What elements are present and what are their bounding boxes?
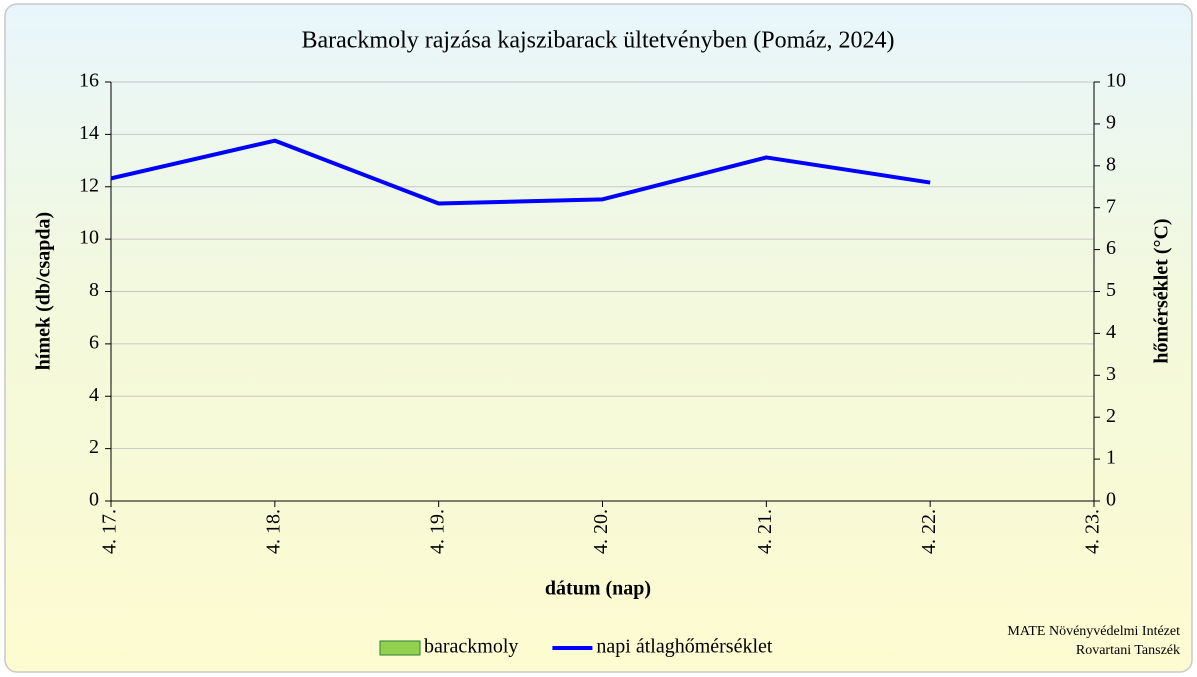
y-tick-label: 4 <box>89 384 99 406</box>
x-tick-label: 4. 23. <box>1082 509 1104 554</box>
y-tick-label: 10 <box>79 227 99 249</box>
legend-label: napi átlaghőmérséklet <box>596 636 772 658</box>
x-tick-label: 4. 21. <box>754 509 776 554</box>
y-tick-label: 6 <box>89 331 99 353</box>
y-tick-label: 8 <box>89 279 99 301</box>
y2-axis-title: hőmérséklet (°C) <box>1151 218 1173 363</box>
x-tick-label: 4. 18. <box>262 509 284 554</box>
y-tick-label: 16 <box>79 70 99 92</box>
y2-tick-label: 1 <box>1106 447 1116 469</box>
legend-swatch <box>379 640 421 656</box>
x-tick-label: 4. 17. <box>99 509 121 554</box>
credit: MATE Növényvédelmi Intézet <box>1007 624 1180 639</box>
y-tick-label: 14 <box>79 122 99 144</box>
line <box>110 138 931 206</box>
x-axis-title: dátum (nap) <box>545 578 651 600</box>
chart-background <box>4 3 1193 673</box>
y-tick-label: 0 <box>89 489 99 511</box>
y-axis-title: hímek (db/csapda) <box>33 212 55 370</box>
y-tick-label: 2 <box>89 436 99 458</box>
y2-tick-label: 4 <box>1106 321 1116 343</box>
y2-tick-label: 0 <box>1106 489 1116 511</box>
x-tick-label: 4. 20. <box>590 509 612 554</box>
legend-label: barackmoly <box>424 636 518 658</box>
x-tick-label: 4. 19. <box>426 509 448 554</box>
y-tick-label: 12 <box>79 174 99 196</box>
y2-tick-label: 10 <box>1106 70 1126 92</box>
x-tick-label: 4. 22. <box>918 509 940 554</box>
y2-tick-label: 2 <box>1106 405 1116 427</box>
y2-tick-label: 5 <box>1106 279 1116 301</box>
y2-tick-label: 7 <box>1106 195 1116 217</box>
y2-tick-label: 6 <box>1106 237 1116 259</box>
credit: Rovartani Tanszék <box>1076 643 1180 658</box>
y2-tick-label: 3 <box>1106 363 1116 385</box>
y2-tick-label: 8 <box>1106 153 1116 175</box>
y2-tick-label: 9 <box>1106 111 1116 133</box>
chart-title: Barackmoly rajzása kajszibarack ültetvén… <box>301 28 894 54</box>
